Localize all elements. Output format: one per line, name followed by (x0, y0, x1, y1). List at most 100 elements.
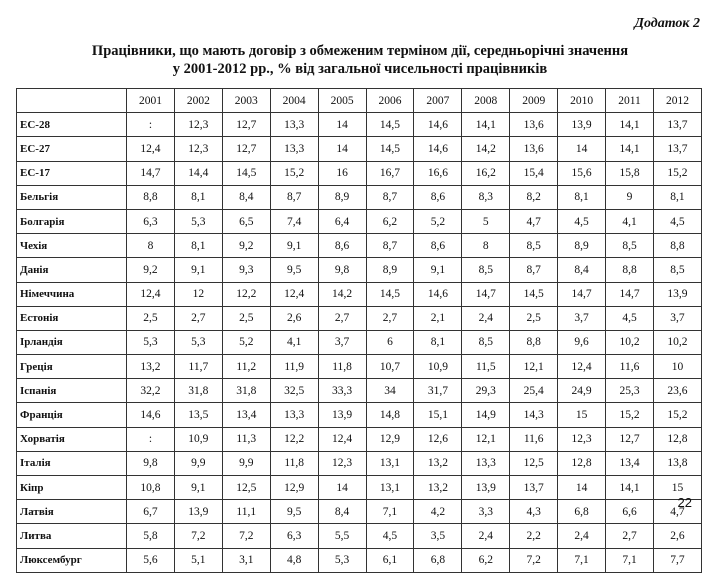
value-cell: 9,5 (269, 257, 319, 283)
page-number: 22 (677, 495, 692, 510)
table-row: ЕС-27 12,4 12,3 12,7 13,3 14 14,5 14,6 14,2 13,6 1… (16, 136, 703, 162)
value-cell: 5,3 (317, 547, 367, 573)
value-cell: 9,2 (221, 233, 271, 259)
value-cell: 9,1 (269, 233, 319, 259)
value-cell: 12,4 (126, 281, 175, 307)
temporary-contracts-table: 2001 2002 2003 2004 2005 2006 2007 2008 2009 2010… (16, 87, 703, 573)
value-cell: 13,2 (126, 354, 175, 380)
value-cell: 14,7 (557, 281, 607, 307)
value-cell: 14,1 (605, 136, 654, 162)
value-cell: 12,6 (413, 426, 463, 452)
value-cell: 8,9 (317, 184, 367, 210)
value-cell: 14,4 (173, 160, 223, 186)
value-cell: 9,1 (413, 257, 463, 283)
value-cell: 6 (365, 329, 415, 356)
value-cell: 11,7 (173, 354, 223, 380)
value-cell: 14,1 (605, 474, 654, 501)
value-cell: 10,9 (413, 354, 463, 380)
value-cell: 16,7 (365, 160, 415, 186)
value-cell: 9 (605, 184, 654, 210)
value-cell: 9,8 (317, 257, 367, 283)
value-cell: 13,3 (269, 112, 319, 138)
value-cell: 12,9 (365, 426, 415, 452)
value-cell: 14,6 (413, 281, 463, 307)
value-cell: 15,1 (413, 402, 463, 428)
value-cell: 12,9 (269, 474, 319, 501)
country-cell: Греція (16, 354, 127, 380)
value-cell: 4,5 (557, 208, 607, 235)
table-row: Естонія 2,5 2,7 2,5 2,6 2,7 2,7 2,1 2,4 2,5 3,7 4,5… (16, 305, 703, 331)
value-cell: 14,7 (126, 160, 175, 186)
value-cell: 12,5 (509, 450, 559, 477)
value-cell: 2,1 (413, 305, 463, 331)
value-cell: 14,6 (413, 136, 463, 162)
value-cell: 14,5 (221, 160, 271, 186)
value-cell: 2,6 (652, 523, 703, 549)
value-cell: 9,3 (221, 257, 271, 283)
value-cell: 2,2 (509, 523, 559, 549)
value-cell: 10,2 (652, 329, 703, 356)
value-cell: 2,5 (126, 305, 175, 331)
value-cell: 12,2 (221, 281, 271, 307)
value-cell: 14,7 (605, 281, 654, 307)
value-cell: 5 (461, 208, 511, 235)
value-cell: 8,4 (557, 257, 607, 283)
value-cell: 7,1 (605, 547, 654, 573)
value-cell: 5,3 (173, 208, 223, 235)
value-cell: 11,8 (317, 354, 367, 380)
value-cell: 13,2 (413, 474, 463, 501)
value-cell: 13,7 (652, 112, 703, 138)
value-cell: 13,6 (509, 136, 559, 162)
value-cell: 13,3 (269, 136, 319, 162)
value-cell: 2,6 (269, 305, 319, 331)
table-row: Литва 5,8 7,2 7,2 6,3 5,5 4,5 3,5 2,4 2,2 2,4 2,7 2,… (16, 523, 703, 549)
value-cell: 6,6 (605, 499, 654, 525)
value-cell: 6,4 (317, 208, 367, 235)
value-cell: 8,5 (605, 233, 654, 259)
value-cell: 16,2 (461, 160, 511, 186)
value-cell: 9,1 (173, 257, 223, 283)
value-cell: 12,8 (557, 450, 607, 477)
value-cell: 5,5 (317, 523, 367, 549)
value-cell: 9,9 (221, 450, 271, 477)
year-header: 2010 (557, 87, 607, 114)
table-row: Болгарія 6,3 5,3 6,5 7,4 6,4 6,2 5,2 5 4,7 4,5 4,1 4… (16, 208, 703, 235)
table-row: Кіпр 10,8 9,1 12,5 12,9 14 13,1 13,2 13,9 13,7 14 1… (16, 474, 703, 501)
value-cell: 15,6 (557, 160, 607, 186)
value-cell: 13,3 (269, 402, 319, 428)
value-cell: 13,1 (365, 474, 415, 501)
value-cell: 13,4 (605, 450, 654, 477)
table-row: Іспанія 32,2 31,8 31,8 32,5 33,3 34 31,7 29,3 25,… (16, 378, 703, 404)
value-cell: 8 (126, 233, 175, 259)
table-row: ЕС-17 14,7 14,4 14,5 15,2 16 16,7 16,6 16,2 15,4 1… (16, 160, 703, 186)
value-cell: 4,8 (269, 547, 319, 573)
country-cell: Іспанія (16, 378, 127, 404)
value-cell: 8,2 (509, 184, 559, 210)
value-cell: 16,6 (413, 160, 463, 186)
table-row: ЕС-28:12,3 12,7 13,3 14 14,5 14,6 14,1 13,6 13,9… (16, 112, 703, 138)
value-cell: 8,1 (173, 184, 223, 210)
value-cell: 15,2 (605, 402, 654, 428)
country-cell: Кіпр (16, 474, 127, 501)
value-cell: 31,8 (221, 378, 271, 404)
country-cell: Болгарія (16, 208, 127, 235)
country-cell: Бельгія (16, 184, 127, 210)
value-cell: 9,5 (269, 499, 319, 525)
value-cell: 8,7 (269, 184, 319, 210)
value-cell: 14,5 (365, 112, 415, 138)
value-cell: 8,8 (652, 233, 703, 259)
value-cell: 23,6 (652, 378, 703, 404)
value-cell: 8,3 (461, 184, 511, 210)
value-cell: 8,5 (652, 257, 703, 283)
value-cell: 12,3 (173, 112, 223, 138)
value-cell: 6,2 (461, 547, 511, 573)
value-cell: 9,9 (173, 450, 223, 477)
value-cell: 12,4 (269, 281, 319, 307)
value-cell: 4,1 (605, 208, 654, 235)
value-cell: 6,2 (365, 208, 415, 235)
value-cell: 7,4 (269, 208, 319, 235)
value-cell: 8,5 (461, 257, 511, 283)
value-cell: 14,1 (461, 112, 511, 138)
value-cell: 12,4 (126, 136, 175, 162)
table-header-row: 2001 2002 2003 2004 2005 2006 2007 2008 2009 2010… (16, 87, 703, 114)
